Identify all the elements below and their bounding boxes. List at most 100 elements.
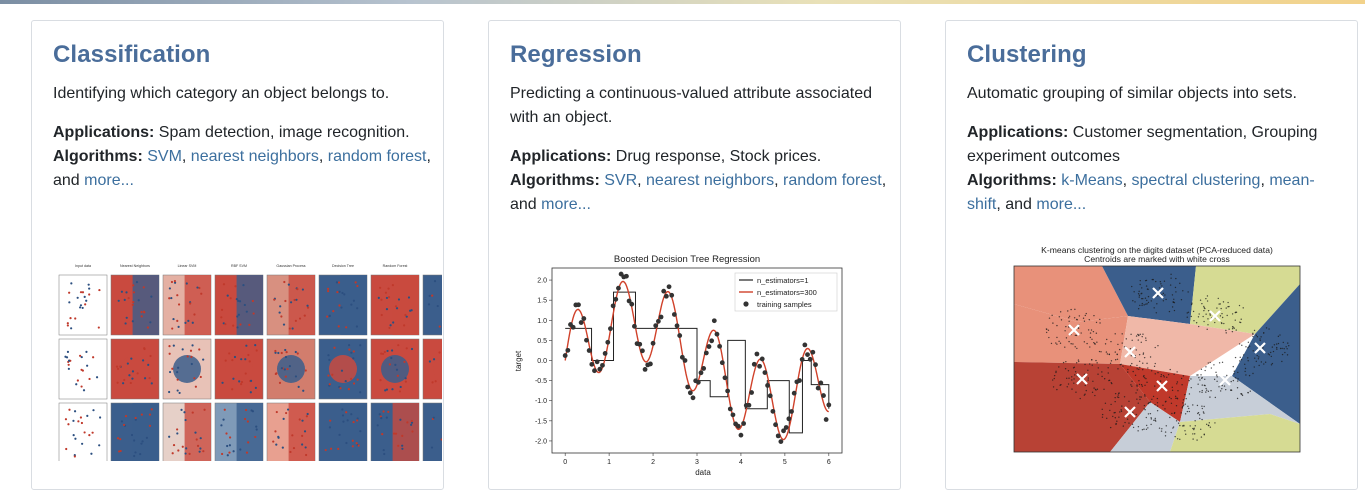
classifier-panel bbox=[422, 402, 442, 461]
data-point bbox=[1167, 373, 1170, 376]
data-point bbox=[1215, 371, 1217, 374]
data-point bbox=[1259, 339, 1261, 342]
classification-figure[interactable]: Input data Nearest Neighbors Linear SVM RBF… bbox=[57, 251, 442, 461]
data-point bbox=[1173, 298, 1175, 300]
regression-figure[interactable]: Boosted Decision Tree Regression 2.0 1.5 1… bbox=[507, 251, 857, 481]
sample-point bbox=[272, 440, 275, 443]
training-sample bbox=[775, 433, 781, 439]
decision-region bbox=[236, 403, 263, 461]
data-point bbox=[1101, 413, 1104, 416]
clustering-figure[interactable]: K-means clustering on the digits dataset… bbox=[1010, 244, 1304, 456]
data-point bbox=[1137, 308, 1140, 310]
data-point bbox=[1247, 360, 1249, 362]
sample-point bbox=[193, 377, 196, 380]
data-point bbox=[1193, 433, 1196, 435]
y-tick-label: 0.5 bbox=[537, 338, 547, 345]
sample-point bbox=[428, 294, 431, 297]
data-point bbox=[1137, 430, 1139, 432]
sample-point bbox=[228, 451, 231, 454]
data-point bbox=[1232, 379, 1235, 382]
sample-point bbox=[122, 382, 125, 385]
sample-point bbox=[132, 300, 135, 304]
data-point bbox=[1104, 402, 1107, 404]
data-point bbox=[1153, 307, 1155, 309]
data-point bbox=[1226, 314, 1228, 317]
sample-point bbox=[329, 419, 332, 422]
sample-point bbox=[74, 317, 77, 320]
classification-title[interactable]: Classification bbox=[53, 41, 211, 68]
data-point bbox=[1201, 377, 1203, 380]
data-point bbox=[1139, 396, 1141, 398]
sample-point bbox=[120, 420, 124, 423]
sample-point bbox=[288, 327, 291, 330]
data-point bbox=[1045, 331, 1048, 334]
link-more[interactable]: more... bbox=[541, 196, 591, 213]
applications-text: Spam detection, image recognition. bbox=[158, 124, 410, 141]
sample-point bbox=[228, 444, 231, 447]
sample-point bbox=[221, 381, 224, 384]
link-k-means[interactable]: k-Means bbox=[1061, 172, 1123, 189]
sample-point bbox=[298, 317, 302, 320]
link-more[interactable]: more... bbox=[1036, 196, 1087, 213]
centroid-cross bbox=[1152, 287, 1164, 299]
sample-point bbox=[143, 347, 146, 351]
data-point bbox=[1207, 390, 1210, 393]
sample-point bbox=[184, 418, 187, 422]
link-random-forest[interactable]: random forest bbox=[783, 172, 882, 189]
data-point bbox=[1172, 301, 1175, 303]
data-point bbox=[1231, 330, 1234, 333]
data-point bbox=[1174, 435, 1176, 438]
training-sample bbox=[663, 293, 669, 299]
link-svm[interactable]: SVM bbox=[147, 148, 182, 165]
regression-title[interactable]: Regression bbox=[510, 41, 642, 68]
data-point bbox=[1201, 418, 1203, 421]
sample-point bbox=[134, 416, 137, 420]
sample-point bbox=[80, 368, 83, 371]
sample-point bbox=[345, 411, 348, 414]
data-point bbox=[1199, 379, 1201, 381]
data-point bbox=[1159, 380, 1162, 382]
sample-point bbox=[196, 286, 199, 289]
sample-point bbox=[148, 413, 152, 416]
sample-point bbox=[232, 324, 235, 327]
data-point bbox=[1231, 327, 1234, 330]
sample-point bbox=[66, 324, 69, 327]
data-point bbox=[1199, 299, 1202, 301]
sample-point bbox=[85, 299, 88, 302]
sample-point bbox=[286, 367, 289, 371]
data-point bbox=[1234, 319, 1236, 321]
training-sample bbox=[602, 351, 608, 356]
sample-point bbox=[195, 438, 198, 441]
data-point bbox=[1096, 341, 1098, 343]
sample-point bbox=[352, 299, 355, 302]
data-point bbox=[1160, 430, 1163, 432]
link-svr[interactable]: SVR bbox=[604, 172, 638, 189]
data-point bbox=[1093, 314, 1095, 317]
data-point bbox=[1075, 362, 1078, 364]
data-point bbox=[1138, 353, 1141, 356]
data-point bbox=[1174, 395, 1177, 398]
link-nearest-neighbors[interactable]: nearest neighbors bbox=[646, 172, 775, 189]
link-random-forest[interactable]: random forest bbox=[327, 148, 427, 165]
link-mean-shift[interactable]: mean-shift bbox=[967, 172, 1315, 213]
centroid-cross bbox=[1254, 342, 1266, 354]
sample-point bbox=[305, 415, 308, 418]
link-spectral-clustering[interactable]: spectral clustering bbox=[1131, 172, 1261, 189]
data-point bbox=[1190, 378, 1192, 380]
data-point bbox=[1145, 285, 1148, 287]
sample-point bbox=[86, 414, 89, 417]
data-point bbox=[1140, 384, 1143, 386]
sample-point bbox=[354, 281, 357, 284]
sample-point bbox=[285, 411, 288, 415]
link-more[interactable]: more... bbox=[84, 172, 134, 189]
data-point bbox=[1086, 342, 1088, 345]
clustering-title[interactable]: Clustering bbox=[967, 41, 1087, 68]
data-point bbox=[1171, 412, 1173, 415]
data-point bbox=[1089, 336, 1092, 339]
applications-text: Customer segmentation, Grouping experime… bbox=[967, 124, 1318, 165]
and-text: , and bbox=[996, 196, 1032, 213]
data-point bbox=[1207, 324, 1209, 326]
link-nearest-neighbors[interactable]: nearest neighbors bbox=[190, 148, 319, 165]
sample-point bbox=[410, 419, 413, 423]
data-point bbox=[1230, 389, 1232, 391]
